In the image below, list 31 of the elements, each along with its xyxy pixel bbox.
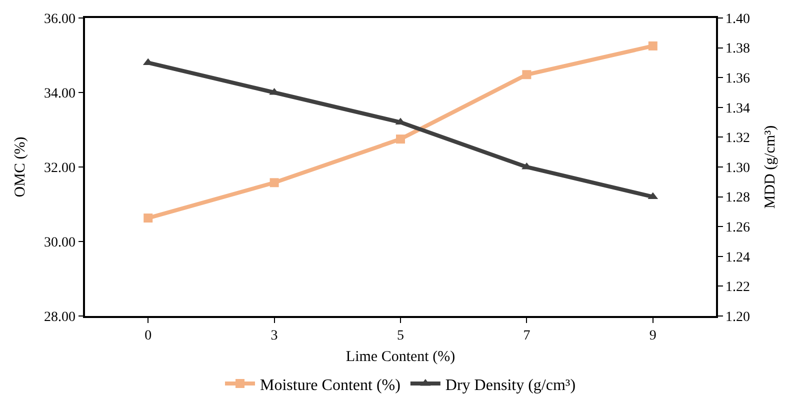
x-tick-label: 7 <box>523 328 530 344</box>
y-axis-title: OMC (%) <box>12 136 29 198</box>
legend-label: Dry Density (g/cm³) <box>445 376 576 394</box>
point <box>396 134 405 144</box>
y-tick-label: 34.00 <box>44 86 76 102</box>
y2-tick-label: 1.32 <box>726 131 750 146</box>
y2-tick-label: 1.30 <box>726 160 750 176</box>
y2-tick-label: 1.36 <box>726 72 750 86</box>
y-tick-label: 30.00 <box>44 235 76 250</box>
point <box>522 70 532 80</box>
y2-tick-label: 1.38 <box>726 42 750 57</box>
point <box>144 214 153 223</box>
point <box>270 178 279 188</box>
x-axis-title: Lime Content (%) <box>346 349 456 366</box>
y-tick-label: 36.00 <box>44 12 76 27</box>
y2-tick-label: 1.26 <box>726 220 750 236</box>
y2-tick-label: 1.24 <box>726 250 750 266</box>
y-tick-label: 32.00 <box>44 160 76 176</box>
y2-tick-label: 1.34 <box>726 101 750 116</box>
x-tick-label: 3 <box>270 328 278 344</box>
x-tick-label: 5 <box>397 328 404 344</box>
point <box>648 41 658 50</box>
y2-tick-label: 1.40 <box>726 12 750 27</box>
x-tick-label: 9 <box>649 328 656 344</box>
legend-label: Moisture Content (%) <box>260 376 400 394</box>
y-tick-label: 28.00 <box>44 310 76 325</box>
y2-tick-label: 1.22 <box>726 280 750 296</box>
y2-axis-title: MDD (g/cm³) <box>762 125 779 209</box>
y2-tick-label: 1.28 <box>726 190 750 206</box>
x-tick-label: 0 <box>144 328 152 344</box>
y2-tick-label: 1.20 <box>726 310 750 325</box>
